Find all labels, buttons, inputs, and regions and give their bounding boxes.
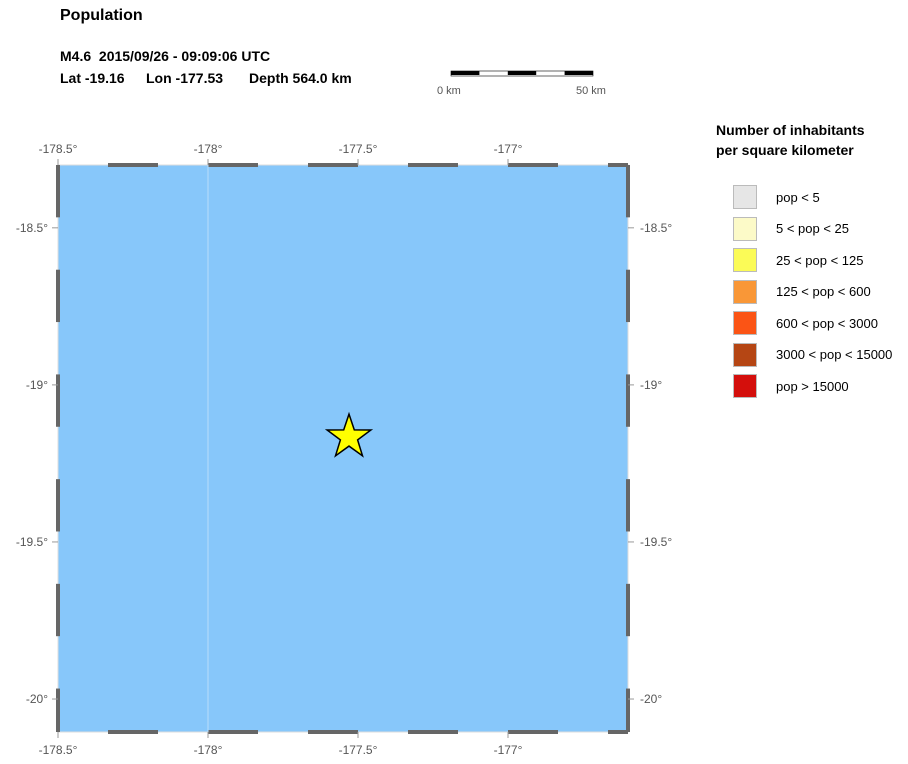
legend-item: pop < 5	[733, 184, 820, 210]
lat-tick-label: -19.5°	[16, 535, 48, 549]
lon-tick-label: -177.5°	[339, 743, 378, 757]
event-depth: Depth 564.0 km	[249, 70, 352, 86]
legend-swatch	[733, 248, 757, 272]
lon-tick-label: -177°	[494, 743, 523, 757]
event-lon: Lon -177.53	[146, 70, 224, 86]
lon-tick-label: -177°	[494, 142, 523, 156]
scale-bar-segment	[451, 71, 480, 75]
legend-item: 3000 < pop < 15000	[733, 342, 892, 368]
legend-swatch	[733, 311, 757, 335]
legend-title-line2: per square kilometer	[716, 142, 854, 158]
event-lat: Lat -19.16	[60, 70, 125, 86]
legend-item: pop > 15000	[733, 373, 849, 399]
epicenter-star-icon[interactable]	[324, 411, 374, 458]
lon-tick-label: -178°	[194, 743, 223, 757]
lon-tick-label: -178°	[194, 142, 223, 156]
scale-bar-segment	[507, 71, 537, 75]
scale-start-label: 0 km	[437, 85, 461, 97]
lat-tick-label: -19°	[640, 378, 662, 392]
lat-tick-label: -19°	[26, 378, 48, 392]
legend-swatch	[733, 342, 757, 367]
legend-label: 3000 < pop < 15000	[776, 347, 893, 362]
legend-label: 5 < pop < 25	[776, 221, 850, 236]
lon-tick-label: -177.5°	[339, 142, 378, 156]
legend-title: Number of inhabitants per square kilomet…	[716, 120, 865, 160]
legend-swatch	[733, 374, 757, 398]
lat-tick-label: -18.5°	[16, 221, 48, 235]
legend-title-line1: Number of inhabitants	[716, 122, 865, 138]
scale-end-label: 50 km	[576, 85, 606, 97]
legend-label: 25 < pop < 125	[776, 252, 864, 268]
lat-tick-label: -20°	[26, 692, 48, 706]
scale-bar	[450, 70, 594, 77]
legend-item: 25 < pop < 125	[733, 247, 863, 273]
lon-tick-label: -178.5°	[39, 743, 78, 757]
legend-label: 600 < pop < 3000	[776, 315, 878, 331]
lon-tick-label: -178.5°	[39, 142, 78, 156]
scale-bar-segment	[564, 71, 593, 75]
legend-item: 600 < pop < 3000	[733, 310, 878, 336]
lat-tick-label: -20°	[640, 692, 662, 706]
event-info: M4.6 2015/09/26 - 09:09:06 UTC	[60, 48, 271, 64]
legend-item: 5 < pop < 25	[733, 216, 849, 242]
legend-label: 125 < pop < 600	[776, 284, 871, 299]
lat-tick-label: -19.5°	[640, 535, 672, 549]
legend-swatch	[733, 185, 757, 209]
legend-swatch	[733, 216, 757, 241]
map-ticks: -178.5° -178.5° -178° -178° -177.5° -177.5° -1…	[16, 142, 673, 757]
map-frame	[56, 163, 630, 734]
map-title: Population	[60, 7, 143, 24]
legend-label: pop < 5	[776, 189, 820, 205]
legend-item: 125 < pop < 600	[733, 279, 871, 305]
legend-label: pop > 15000	[776, 378, 849, 394]
lat-tick-label: -18.5°	[640, 221, 672, 235]
legend-swatch	[733, 279, 757, 304]
